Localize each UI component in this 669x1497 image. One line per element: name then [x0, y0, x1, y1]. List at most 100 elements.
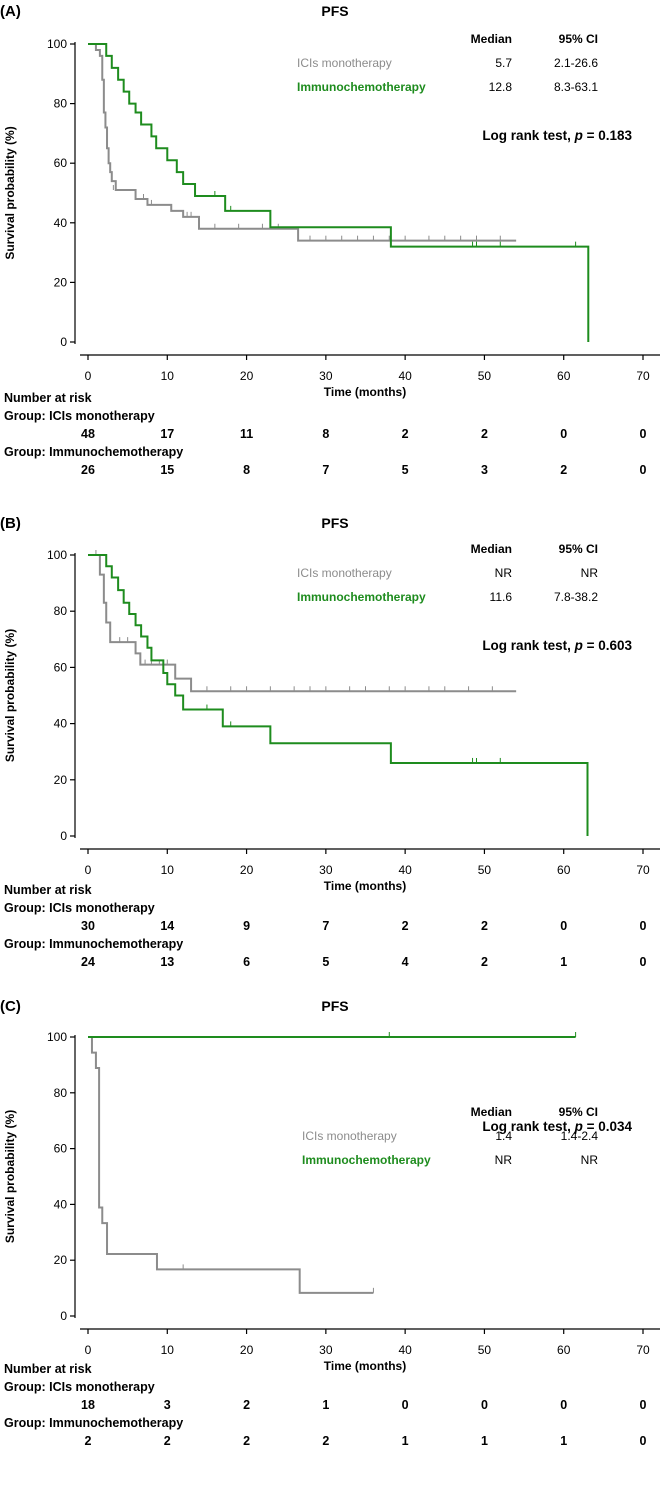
risk-count: 2 — [481, 955, 488, 969]
median-value: 5.7 — [495, 56, 512, 70]
risk-count: 9 — [243, 919, 250, 933]
risk-count: 7 — [322, 463, 329, 477]
y-axis-label: Survival probability (%) — [3, 126, 17, 259]
risk-count: 2 — [243, 1434, 250, 1448]
median-value: NR — [495, 566, 513, 580]
risk-count: 18 — [81, 1398, 95, 1412]
x-tick-label: 70 — [636, 1343, 650, 1357]
risk-count: 7 — [322, 919, 329, 933]
ci-value: 8.3-63.1 — [554, 80, 598, 94]
risk-count: 1 — [481, 1434, 488, 1448]
x-tick-label: 40 — [398, 863, 412, 877]
y-tick-label: 20 — [54, 275, 68, 289]
y-axis-label: Survival probability (%) — [3, 629, 17, 762]
x-tick-label: 60 — [557, 863, 571, 877]
risk-count: 15 — [160, 463, 174, 477]
risk-count: 2 — [322, 1434, 329, 1448]
x-tick-label: 20 — [240, 1343, 254, 1357]
y-tick-label: 100 — [47, 548, 67, 562]
risk-count: 5 — [402, 463, 409, 477]
ci-value: NR — [581, 1153, 599, 1167]
risk-count: 2 — [481, 427, 488, 441]
x-tick-label: 10 — [161, 1343, 175, 1357]
x-tick-label: 30 — [319, 1343, 333, 1357]
x-tick-label: 70 — [636, 369, 650, 383]
x-tick-label: 60 — [557, 369, 571, 383]
risk-count: 0 — [640, 463, 647, 477]
risk-count: 4 — [402, 955, 409, 969]
x-tick-label: 40 — [398, 369, 412, 383]
km-curve-mono — [88, 43, 517, 242]
risk-count: 0 — [640, 1398, 647, 1412]
risk-count: 48 — [81, 427, 95, 441]
y-tick-label: 80 — [54, 604, 68, 618]
risk-count: 0 — [640, 1434, 647, 1448]
legend-mono: ICIs monotherapy — [297, 566, 392, 580]
risk-group-label: Group: ICIs monotherapy — [4, 1380, 155, 1394]
risk-group-label: Group: ICIs monotherapy — [4, 901, 155, 915]
x-tick-label: 40 — [398, 1343, 412, 1357]
median-value: 11.6 — [490, 590, 513, 604]
x-tick-label: 0 — [85, 1343, 92, 1357]
panel-label: (B) — [0, 515, 21, 532]
km-curve-chemo — [88, 554, 589, 836]
risk-count: 2 — [85, 1434, 92, 1448]
median-value: NR — [495, 1153, 513, 1167]
risk-count: 26 — [81, 463, 95, 477]
risk-count: 5 — [322, 955, 329, 969]
logrank-text: Log rank test, p = 0.034 — [482, 1119, 632, 1134]
risk-count: 30 — [81, 919, 95, 933]
median-header: Median — [471, 32, 512, 46]
y-axis-label: Survival probability (%) — [3, 1110, 17, 1243]
risk-count: 0 — [560, 427, 567, 441]
panel-label: (C) — [0, 998, 21, 1015]
risk-count: 1 — [322, 1398, 329, 1412]
x-tick-label: 50 — [478, 369, 492, 383]
risk-group-label: Group: Immunochemotherapy — [4, 937, 183, 951]
risk-count: 0 — [640, 919, 647, 933]
y-tick-label: 40 — [54, 717, 68, 731]
risk-title: Number at risk — [4, 1362, 92, 1376]
risk-count: 13 — [160, 955, 174, 969]
x-axis-label: Time (months) — [324, 385, 406, 399]
risk-count: 3 — [481, 463, 488, 477]
y-tick-label: 60 — [54, 156, 68, 170]
risk-count: 0 — [402, 1398, 409, 1412]
x-tick-label: 70 — [636, 863, 650, 877]
y-tick-label: 40 — [54, 216, 68, 230]
risk-count: 0 — [640, 427, 647, 441]
logrank-text: Log rank test, p = 0.603 — [482, 638, 632, 653]
risk-count: 0 — [640, 955, 647, 969]
x-tick-label: 50 — [478, 863, 492, 877]
median-value: 1.4 — [495, 1129, 512, 1143]
km-curve-mono — [88, 1036, 374, 1294]
risk-group-label: Group: Immunochemotherapy — [4, 1416, 183, 1430]
risk-title: Number at risk — [4, 883, 92, 897]
risk-count: 24 — [81, 955, 95, 969]
x-tick-label: 10 — [161, 369, 175, 383]
legend-chemo: Immunochemotherapy — [297, 590, 426, 604]
chart-title: PFS — [321, 998, 348, 1014]
risk-count: 0 — [560, 1398, 567, 1412]
ci-value: 1.4-2.4 — [561, 1129, 599, 1143]
km-curve-mono — [88, 554, 517, 693]
risk-group-label: Group: Immunochemotherapy — [4, 445, 183, 459]
x-axis-label: Time (months) — [324, 1359, 406, 1373]
risk-count: 1 — [560, 955, 567, 969]
risk-count: 6 — [243, 955, 250, 969]
chart-title: PFS — [321, 3, 348, 19]
y-tick-label: 20 — [54, 773, 68, 787]
risk-count: 8 — [243, 463, 250, 477]
y-tick-label: 100 — [47, 37, 67, 51]
ci-value: NR — [581, 566, 599, 580]
x-axis-label: Time (months) — [324, 879, 406, 893]
risk-count: 2 — [402, 919, 409, 933]
risk-count: 1 — [560, 1434, 567, 1448]
risk-count: 14 — [160, 919, 174, 933]
ci-value: 7.8-38.2 — [554, 590, 598, 604]
y-tick-label: 20 — [54, 1253, 68, 1267]
ci-value: 2.1-26.6 — [554, 56, 598, 70]
